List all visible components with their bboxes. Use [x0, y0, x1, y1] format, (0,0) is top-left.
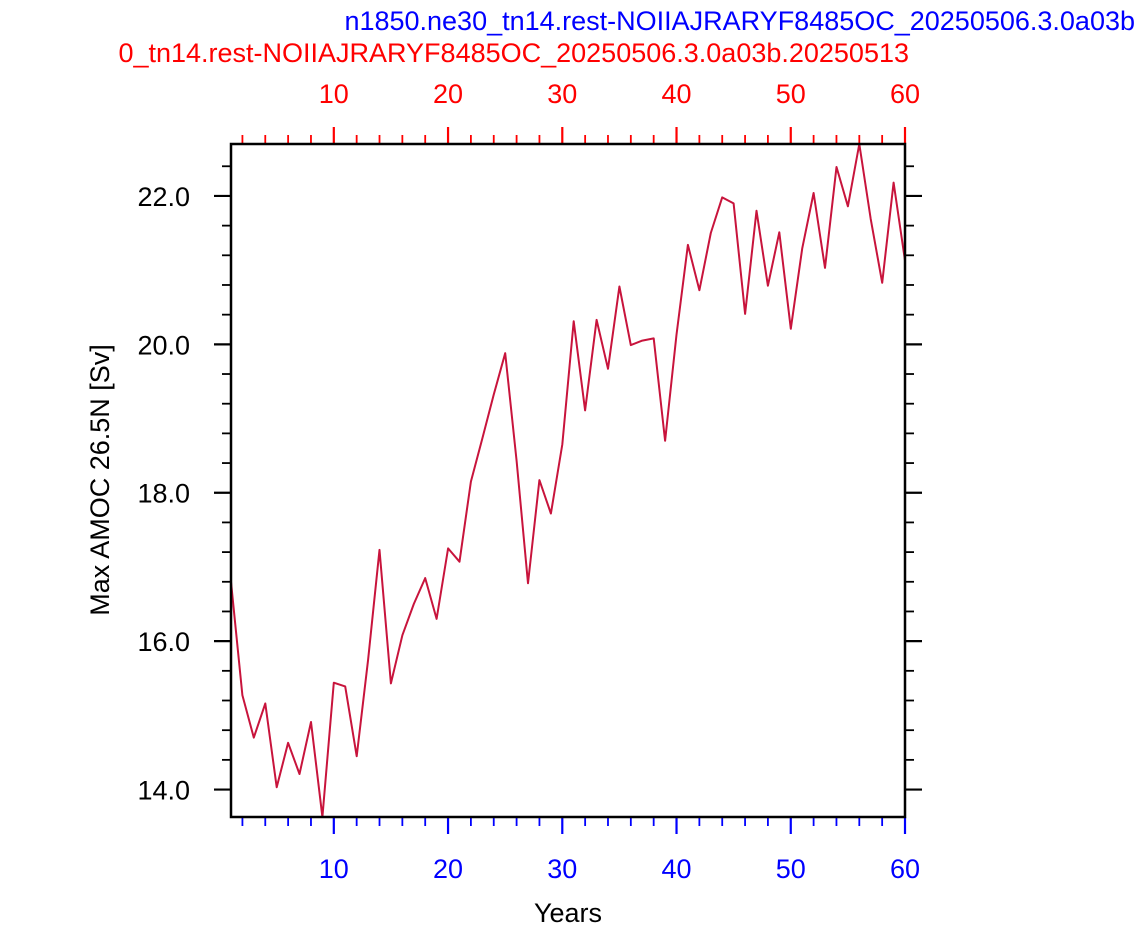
chart-title-top: n1850.ne30_tn14.rest-NOIIAJRARYF8485OC_2…	[344, 6, 1135, 36]
x-tick-label-bottom: 20	[433, 854, 463, 884]
y-tick-label: 18.0	[137, 479, 190, 509]
x-tick-label-top: 50	[776, 79, 806, 109]
x-tick-label-bottom: 50	[776, 854, 806, 884]
axis-tick-labels: 10 10 20 20 30 30 40 40 50 50 60 60 14.0 16.0 18.0 20.0…	[137, 79, 920, 884]
x-tick-label-bottom: 40	[662, 854, 692, 884]
x-axis-label: Years	[534, 898, 602, 928]
plot-series	[230, 143, 906, 818]
axis-ticks	[214, 127, 922, 834]
y-tick-label: 20.0	[137, 330, 190, 360]
x-tick-label-top: 40	[662, 79, 692, 109]
y-axis-label: Max AMOC 26.5N [Sv]	[85, 344, 115, 616]
amoc-series-line	[230, 143, 906, 818]
plot-frame	[229, 142, 907, 819]
x-tick-label-top: 10	[319, 79, 349, 109]
x-tick-label-bottom: 30	[547, 854, 577, 884]
x-tick-label-top: 30	[547, 79, 577, 109]
chart-title-second: 0_tn14.rest-NOIIAJRARYF8485OC_20250506.3…	[118, 38, 909, 68]
y-tick-label: 22.0	[137, 182, 190, 212]
y-tick-label: 16.0	[137, 627, 190, 657]
x-tick-label-top: 60	[890, 79, 920, 109]
y-tick-label: 14.0	[137, 776, 190, 806]
x-tick-label-bottom: 10	[319, 854, 349, 884]
x-tick-label-top: 20	[433, 79, 463, 109]
x-tick-label-bottom: 60	[890, 854, 920, 884]
